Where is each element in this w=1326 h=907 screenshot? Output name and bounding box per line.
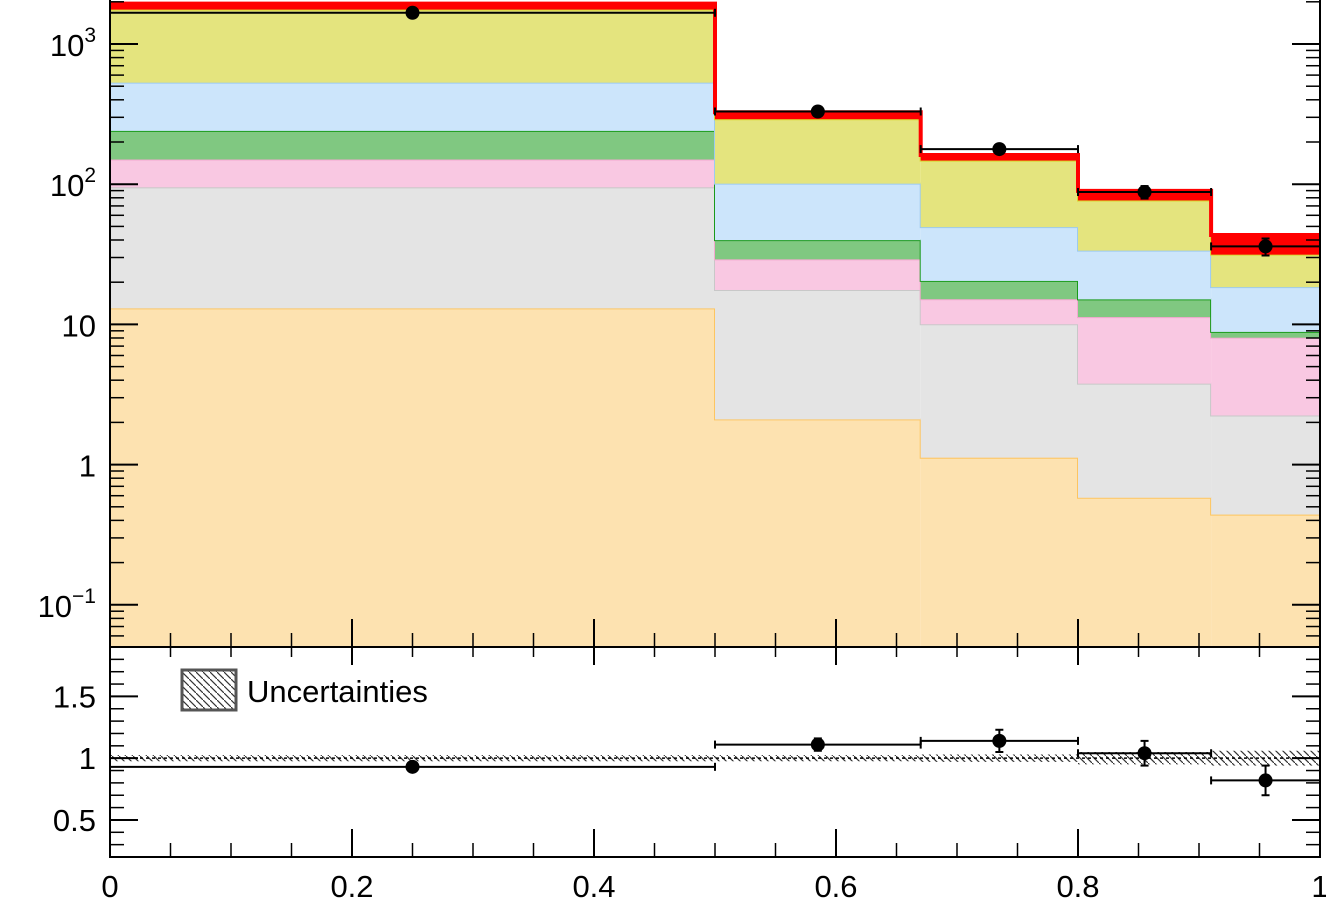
ratio-y-tick-label-0: 0.5 (53, 803, 96, 838)
ratio-y-tick-label-1: 1 (79, 741, 96, 776)
stack-4-bin-2 (920, 227, 1078, 281)
main-point-2 (992, 142, 1007, 157)
stack-0-bin-4 (1211, 514, 1320, 647)
stack-5-bin-3 (1078, 200, 1212, 251)
main-y-tick-label-1: 1 (79, 449, 96, 484)
stack-2-bin-4 (1211, 337, 1320, 416)
stack-2-bin-3 (1078, 317, 1212, 384)
stack-3-bin-0 (110, 130, 715, 160)
main-plot-panel: 10−1 1 10 102 103 (38, 0, 1321, 648)
ratio-data-points (109, 728, 1321, 797)
main-axis-ticks (109, 1, 1321, 647)
ratio-plot-frame (109, 646, 1321, 858)
main-point-1 (810, 104, 825, 119)
uncertainty-band (110, 750, 1320, 766)
ratio-point-2 (992, 733, 1007, 748)
ratio-plot-panel: 0.5 1 1.5 0 0.2 0.4 0.6 0.8 1 Uncertainties (53, 646, 1326, 904)
main-y-tick-label-4: 103 (50, 24, 96, 63)
legend-label-uncertainties: Uncertainties (247, 674, 428, 709)
main-point-3 (1137, 184, 1152, 199)
stack-4-bin-1 (715, 183, 921, 241)
stack-0-bin-2 (920, 457, 1078, 647)
x-tick-label-1: 0.2 (330, 869, 373, 904)
stack-0-bin-3 (1078, 497, 1212, 647)
main-point-4 (1258, 239, 1273, 254)
uncertainty-band-bin-1 (715, 755, 921, 762)
x-tick-label-4: 0.8 (1056, 869, 1099, 904)
main-y-tick-label-0: 10−1 (38, 585, 96, 624)
ratio-point-4 (1258, 773, 1273, 788)
stack-3-bin-2 (920, 280, 1078, 300)
stack-4-bin-3 (1078, 250, 1212, 300)
stack-5-bin-1 (715, 119, 921, 184)
main-point-0 (405, 5, 420, 20)
ratio-y-tick-label-2: 1.5 (53, 679, 96, 714)
stack-1-bin-3 (1078, 383, 1212, 498)
ratio-point-1 (810, 737, 825, 752)
stack-2-bin-2 (920, 299, 1078, 325)
main-y-tick-label-3: 102 (50, 164, 96, 203)
main-y-tick-label-2: 10 (62, 308, 96, 343)
stacked-histogram (110, 1, 1320, 647)
stack-3-bin-4 (1211, 331, 1320, 338)
stack-3-bin-1 (715, 240, 921, 260)
uncertainty-band-bin-4 (1211, 750, 1320, 766)
stack-6-bin-2 (920, 155, 1078, 161)
stack-5-bin-4 (1211, 254, 1320, 288)
ratio-point-0 (405, 759, 420, 774)
stack-0-bin-1 (715, 419, 921, 647)
main-y-tick-labels: 10−1 1 10 102 103 (38, 24, 96, 624)
legend: Uncertainties (180, 668, 428, 712)
x-tick-label-5: 1 (1311, 869, 1326, 904)
ratio-point-3 (1137, 746, 1152, 761)
stack-5-bin-0 (110, 9, 715, 83)
stack-3-bin-3 (1078, 299, 1212, 318)
stack-1-bin-2 (920, 324, 1078, 458)
stack-4-bin-0 (110, 82, 715, 131)
stack-1-bin-0 (110, 187, 715, 309)
x-tick-label-3: 0.6 (814, 869, 857, 904)
stack-5-bin-2 (920, 160, 1078, 228)
x-tick-label-0: 0 (101, 869, 118, 904)
stack-0-bin-0 (110, 308, 715, 647)
stack-2-bin-0 (110, 159, 715, 188)
stack-2-bin-1 (715, 259, 921, 290)
stack-1-bin-1 (715, 289, 921, 420)
legend-swatch-uncertainties (180, 668, 238, 712)
ratio-tick-labels: 0.5 1 1.5 0 0.2 0.4 0.6 0.8 1 (53, 679, 1326, 904)
x-tick-label-2: 0.4 (572, 869, 615, 904)
